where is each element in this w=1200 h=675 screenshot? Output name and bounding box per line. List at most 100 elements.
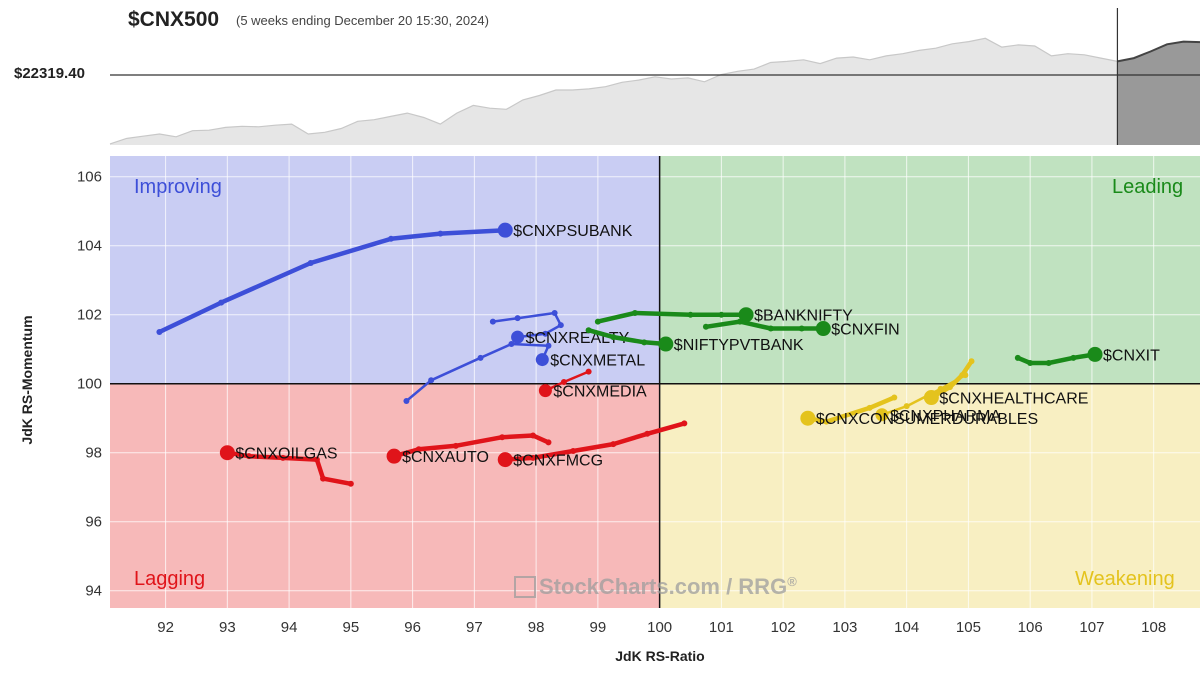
rrg-head-point — [1087, 346, 1103, 362]
watermark-separator: / — [719, 574, 739, 599]
price-area-current — [1117, 41, 1200, 145]
x-tick-label: 105 — [956, 619, 981, 636]
rrg-series-label: $CNXAUTO — [402, 449, 489, 466]
rrg-head-point — [923, 390, 939, 406]
rrg-trail-point — [477, 354, 484, 361]
reference-price-label: $22319.40 — [14, 65, 85, 82]
watermark-rrg: RRG — [738, 574, 788, 599]
rrg-trail-point — [610, 441, 617, 448]
rrg-trail-point — [641, 339, 648, 346]
x-tick-label: 98 — [528, 619, 545, 636]
x-tick-label: 108 — [1141, 619, 1166, 636]
rrg-head-point — [658, 336, 674, 352]
rrg-head-point — [800, 410, 816, 426]
rrg-trail-point — [968, 358, 975, 365]
rrg-trail-point — [415, 446, 422, 453]
rrg-series-label: $CNXFIN — [831, 322, 899, 339]
rrg-trail-point — [866, 404, 873, 411]
rrg-series-label: $CNXMEDIA — [553, 384, 647, 401]
rrg-series-label: $CNXIT — [1103, 347, 1160, 364]
x-tick-label: 102 — [771, 619, 796, 636]
rrg-trail-point — [499, 434, 506, 441]
rrg-trail-point — [767, 325, 774, 332]
rrg-series: $CNXCONSUMERDURABLES — [800, 394, 1038, 428]
rrg-series-label: $CNXCONSUMERDURABLES — [816, 411, 1038, 428]
quadrant-label-lagging: Lagging — [134, 568, 206, 590]
rrg-series-label: $CNXFMCG — [513, 453, 603, 470]
watermark-main: StockCharts.com — [539, 574, 720, 599]
rrg-trail-point — [560, 379, 567, 385]
rrg-trail-point — [610, 334, 617, 341]
rrg-trail-point — [585, 327, 592, 334]
rrg-trail-point — [570, 448, 577, 455]
quadrant-weakening — [659, 383, 1200, 608]
price-mini-chart — [109, 8, 1200, 145]
rrg-series: $CNXPSUBANK — [156, 222, 633, 335]
rrg-trail-point — [347, 480, 354, 487]
quadrant-label-leading: Leading — [1112, 176, 1184, 198]
rrg-trail-point — [489, 318, 496, 325]
y-axis-label: JdK RS-Momentum — [19, 315, 35, 445]
y-tick-label: 102 — [77, 307, 102, 324]
rrg-trail-point — [156, 328, 163, 335]
quadrant-backgrounds — [110, 156, 1200, 608]
x-tick-label: 92 — [157, 619, 174, 636]
watermark-mark: ® — [787, 574, 797, 589]
stockcharts-watermark: StockCharts.com / RRG® — [514, 574, 797, 600]
x-tick-label: 94 — [281, 619, 298, 636]
chart-symbol-title: $CNX500 — [128, 8, 220, 31]
rrg-trail-point — [452, 442, 459, 449]
rrg-head-point — [538, 384, 552, 398]
rrg-trail — [157, 227, 508, 335]
rrg-trail-point — [545, 342, 552, 349]
rrg-head-point — [386, 448, 402, 464]
rrg-trail-point — [702, 323, 709, 330]
rrg-head-point — [497, 452, 513, 468]
rotation-trails: $CNXPSUBANK$CNXREALTY$CNXMETAL$BANKNIFTY… — [156, 222, 1160, 487]
rrg-series: $CNXPHARMA — [875, 372, 1001, 425]
y-tick-label: 94 — [85, 583, 102, 600]
rrg-trail-point — [687, 311, 694, 318]
rrg-series: $CNXMETAL — [403, 341, 645, 404]
stockcharts-logo-icon — [514, 576, 536, 598]
x-tick-label: 103 — [832, 619, 857, 636]
rrg-trail-point — [631, 309, 638, 316]
quadrant-label-weakening: Weakening — [1075, 568, 1175, 590]
x-tick-label: 95 — [343, 619, 360, 636]
x-tick-label: 93 — [219, 619, 236, 636]
x-axis-label: JdK RS-Ratio — [615, 648, 705, 664]
grid-lines — [110, 156, 1200, 608]
rrg-series-label: $NIFTYPVTBANK — [674, 337, 804, 354]
x-tick-label: 97 — [466, 619, 483, 636]
rrg-head-point — [535, 353, 549, 367]
rrg-trail-point — [387, 235, 394, 242]
rrg-trail-point — [320, 475, 327, 482]
quadrant-lagging — [110, 383, 660, 608]
quadrant-leading — [659, 156, 1200, 384]
rrg-trail-point — [557, 322, 564, 329]
chart-period-subtitle: (5 weeks ending December 20 15:30, 2024) — [236, 13, 489, 28]
rrg-head-point — [815, 321, 831, 337]
rrg-trail-point — [937, 385, 944, 392]
y-tick-label: 98 — [85, 445, 102, 462]
x-tick-label: 107 — [1079, 619, 1104, 636]
price-line-current — [1117, 40, 1200, 63]
rrg-trail-point — [1027, 360, 1034, 367]
rrg-trail-point — [644, 430, 651, 437]
rrg-trail-point — [307, 259, 314, 266]
rrg-trail-point — [736, 318, 743, 325]
y-tick-label: 96 — [85, 514, 102, 531]
rrg-head-point — [497, 222, 513, 238]
rrg-trail-point — [437, 230, 444, 237]
rrg-series: $CNXIT — [1014, 346, 1160, 367]
price-area — [110, 38, 1118, 145]
quadrant-improving — [110, 156, 660, 384]
rrg-trail-point — [1045, 360, 1052, 367]
rrg-series: $CNXAUTO — [386, 432, 552, 466]
axis-ticks: 92 93 94 95 96 97 98 99 100 101 102 103 104 105 106 107… — [77, 169, 1166, 636]
rrg-series: $NIFTYPVTBANK — [585, 327, 804, 354]
rrg-series: $CNXFIN — [702, 318, 900, 339]
rrg-trail-point — [514, 315, 521, 322]
rrg-trail — [586, 327, 669, 347]
